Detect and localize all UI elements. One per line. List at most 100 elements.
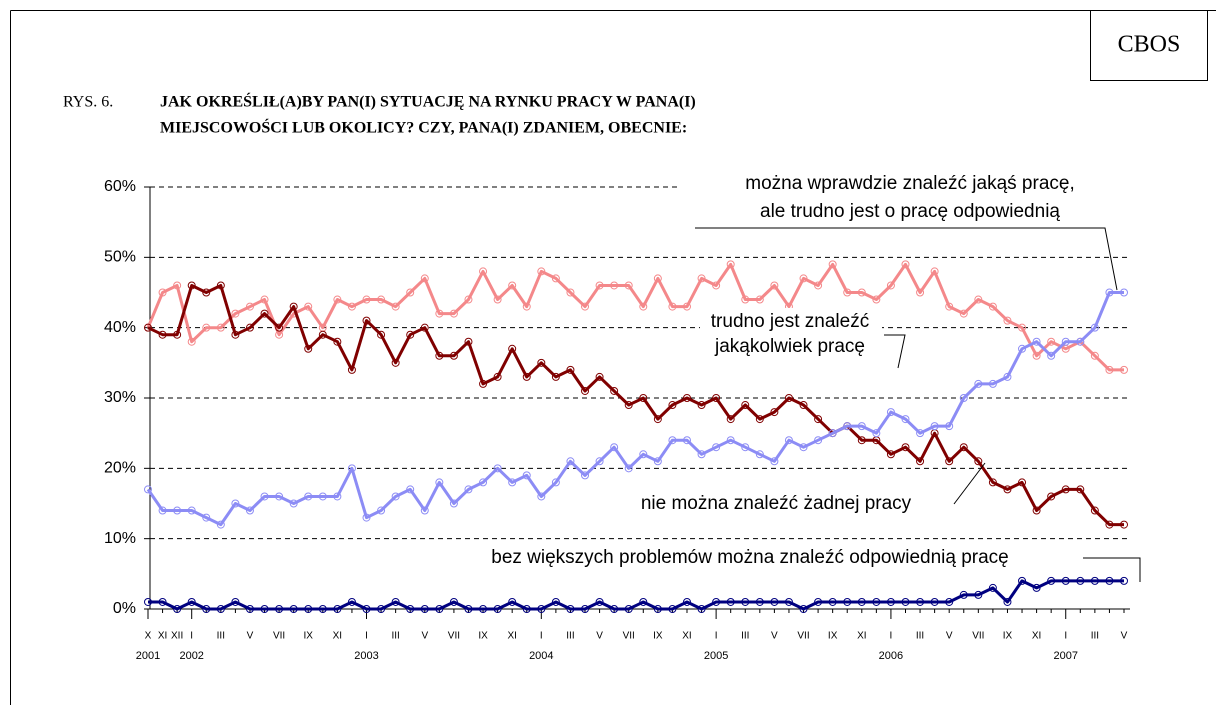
point-marker — [755, 295, 764, 304]
point-marker — [639, 394, 648, 402]
x-tick-label: III — [916, 631, 924, 642]
series-label: bez większych problemów można znaleźć od… — [491, 547, 1009, 568]
point-marker — [362, 605, 371, 613]
point-marker — [202, 605, 211, 613]
point-marker — [1076, 337, 1085, 346]
x-tick-label: I — [1064, 631, 1067, 642]
point-marker — [464, 295, 473, 304]
point-marker — [843, 422, 852, 431]
point-marker — [216, 520, 225, 529]
point-marker — [886, 450, 895, 459]
point-marker — [581, 386, 590, 395]
point-marker — [799, 605, 808, 613]
x-tick-label: VII — [972, 631, 984, 642]
series-label: jakąkolwiek pracę — [714, 336, 865, 357]
x-tick-label: IX — [653, 631, 663, 642]
point-marker — [566, 288, 575, 297]
point-marker — [1120, 520, 1128, 529]
point-marker — [537, 605, 546, 613]
point-marker — [916, 429, 925, 438]
point-marker — [537, 358, 546, 367]
point-marker — [1105, 576, 1114, 585]
point-marker — [712, 597, 721, 606]
point-marker — [1032, 351, 1041, 360]
point-marker — [479, 267, 488, 276]
point-marker — [158, 330, 167, 339]
x-tick-label: XI — [1032, 631, 1041, 642]
point-marker — [1018, 323, 1027, 332]
point-marker — [493, 464, 502, 473]
point-marker — [581, 302, 590, 311]
point-marker — [945, 302, 954, 311]
brand-box — [1090, 10, 1208, 81]
point-marker — [551, 597, 560, 606]
point-marker — [362, 316, 371, 325]
series-line — [146, 291, 1124, 527]
x-tick-label: VII — [448, 631, 460, 642]
point-marker — [449, 351, 458, 360]
point-marker — [1105, 520, 1114, 529]
y-tick-label: 60% — [104, 178, 136, 195]
series-label: trudno jest znaleźć — [711, 311, 869, 332]
x-tick-label: IX — [478, 631, 488, 642]
point-marker — [814, 415, 823, 424]
point-marker — [610, 281, 619, 290]
point-marker — [318, 492, 327, 501]
point-marker — [974, 379, 983, 388]
point-marker — [158, 506, 167, 515]
point-marker — [260, 295, 269, 304]
point-marker — [245, 302, 254, 311]
point-marker — [362, 295, 371, 304]
point-marker — [173, 506, 182, 515]
point-marker — [231, 330, 240, 339]
point-marker — [653, 605, 662, 613]
series-line — [147, 284, 1124, 527]
point-marker — [508, 597, 517, 606]
point-marker — [449, 309, 458, 318]
x-tick-label: XI — [333, 631, 342, 642]
point-marker — [508, 344, 517, 353]
year-label: 2006 — [879, 650, 903, 662]
y-tick-label: 50% — [104, 249, 136, 266]
point-marker — [1032, 583, 1041, 592]
point-marker — [289, 499, 298, 508]
point-marker — [682, 302, 691, 311]
point-marker — [551, 478, 560, 487]
point-marker — [245, 506, 254, 515]
point-marker — [1105, 288, 1114, 297]
point-marker — [784, 436, 793, 445]
point-marker — [187, 281, 196, 290]
callout-leader — [953, 462, 986, 505]
point-marker — [595, 372, 604, 381]
point-marker — [406, 330, 415, 339]
point-marker — [814, 597, 823, 606]
point-marker — [420, 506, 429, 515]
point-marker — [741, 401, 750, 410]
point-marker — [945, 422, 954, 431]
point-marker — [318, 330, 327, 339]
point-marker — [435, 351, 444, 360]
point-marker — [1105, 365, 1114, 374]
series-label: nie można znaleźć żadnej pracy — [641, 493, 912, 514]
point-marker — [682, 394, 691, 402]
point-marker — [449, 499, 458, 508]
point-marker — [595, 281, 604, 290]
point-marker — [901, 415, 910, 424]
point-marker — [275, 323, 284, 332]
point-marker — [231, 597, 240, 606]
point-marker — [930, 422, 939, 431]
point-marker — [726, 597, 735, 606]
point-marker — [799, 274, 808, 283]
y-tick-label: 30% — [104, 389, 136, 406]
year-label: 2007 — [1053, 650, 1077, 662]
point-marker — [464, 485, 473, 494]
point-marker — [901, 260, 910, 269]
point-marker — [653, 457, 662, 466]
x-tick-label: XI — [682, 631, 691, 642]
point-marker — [639, 597, 648, 606]
x-tick-label: VII — [797, 631, 809, 642]
point-marker — [988, 302, 997, 311]
point-marker — [304, 605, 313, 613]
point-marker — [886, 597, 895, 606]
point-marker — [1032, 337, 1041, 346]
